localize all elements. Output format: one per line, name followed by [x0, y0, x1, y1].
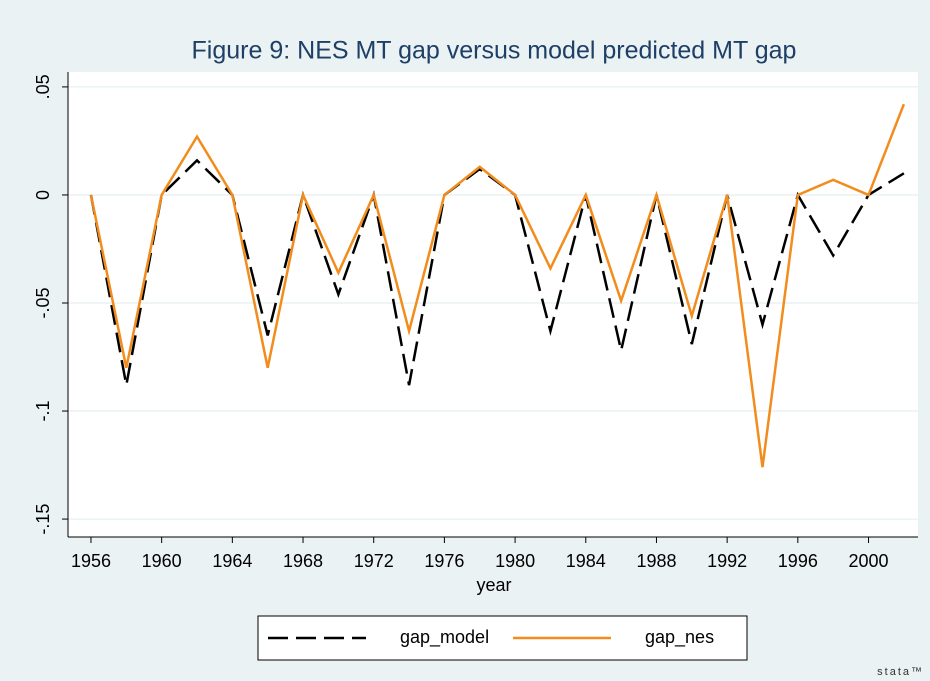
y-tick-label: 0 [33, 190, 53, 200]
chart-title: Figure 9: NES MT gap versus model predic… [192, 37, 797, 65]
x-tick-label: 1976 [424, 551, 464, 571]
plot-area [68, 72, 918, 537]
x-tick-label: 1984 [566, 551, 606, 571]
legend-label: gap_model [400, 627, 489, 648]
x-tick-label: 2000 [848, 551, 888, 571]
x-tick-label: 1980 [495, 551, 535, 571]
y-tick-label: -.1 [33, 401, 53, 422]
watermark: stata™ [877, 666, 924, 678]
x-tick-label: 1972 [354, 551, 394, 571]
y-tick-label: -.05 [33, 287, 53, 318]
x-tick-label: 1988 [636, 551, 676, 571]
legend-label: gap_nes [645, 627, 714, 648]
x-tick-label: 1996 [778, 551, 818, 571]
y-tick-label: .05 [33, 74, 53, 99]
x-tick-label: 1964 [212, 551, 252, 571]
series-line [89, 103, 906, 468]
x-tick-label: 1960 [142, 551, 182, 571]
x-tick-label: 1992 [707, 551, 747, 571]
y-tick-label: -.15 [33, 504, 53, 535]
x-tick-label: 1956 [71, 551, 111, 571]
x-axis-label: year [476, 575, 511, 595]
x-tick-label: 1968 [283, 551, 323, 571]
